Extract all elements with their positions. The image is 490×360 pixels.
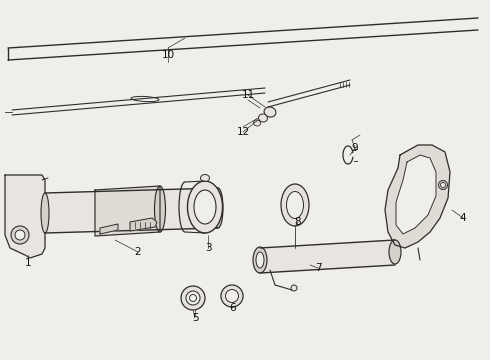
Ellipse shape — [11, 226, 29, 244]
Polygon shape — [385, 145, 450, 248]
Text: 12: 12 — [236, 127, 249, 137]
Ellipse shape — [253, 247, 267, 273]
Polygon shape — [260, 240, 395, 273]
Polygon shape — [45, 188, 218, 233]
Text: 3: 3 — [205, 243, 211, 253]
Ellipse shape — [154, 186, 166, 232]
Ellipse shape — [221, 285, 243, 307]
Ellipse shape — [194, 190, 216, 224]
Text: 5: 5 — [192, 313, 198, 323]
Polygon shape — [100, 224, 118, 234]
Text: 6: 6 — [230, 303, 236, 313]
Text: 9: 9 — [352, 143, 358, 153]
Text: 4: 4 — [460, 213, 466, 223]
Text: 7: 7 — [315, 263, 321, 273]
Ellipse shape — [225, 289, 239, 302]
Ellipse shape — [389, 240, 401, 264]
Text: 1: 1 — [24, 258, 31, 268]
Ellipse shape — [287, 192, 303, 219]
Ellipse shape — [441, 183, 445, 188]
Ellipse shape — [181, 286, 205, 310]
Ellipse shape — [259, 114, 268, 122]
Ellipse shape — [264, 107, 276, 117]
Ellipse shape — [281, 184, 309, 226]
Ellipse shape — [213, 188, 223, 228]
Text: 10: 10 — [161, 50, 174, 60]
Ellipse shape — [439, 180, 447, 189]
Ellipse shape — [15, 230, 25, 240]
Polygon shape — [95, 186, 160, 236]
Ellipse shape — [188, 181, 222, 233]
Polygon shape — [396, 155, 436, 234]
Ellipse shape — [291, 285, 297, 291]
Ellipse shape — [200, 175, 210, 181]
Ellipse shape — [256, 252, 264, 268]
Ellipse shape — [253, 120, 261, 126]
Ellipse shape — [186, 291, 200, 305]
Ellipse shape — [131, 96, 159, 102]
Text: 11: 11 — [242, 90, 255, 100]
Text: 2: 2 — [135, 247, 141, 257]
Ellipse shape — [41, 193, 49, 233]
Polygon shape — [130, 218, 157, 231]
Polygon shape — [5, 175, 45, 258]
Text: 8: 8 — [294, 217, 301, 227]
